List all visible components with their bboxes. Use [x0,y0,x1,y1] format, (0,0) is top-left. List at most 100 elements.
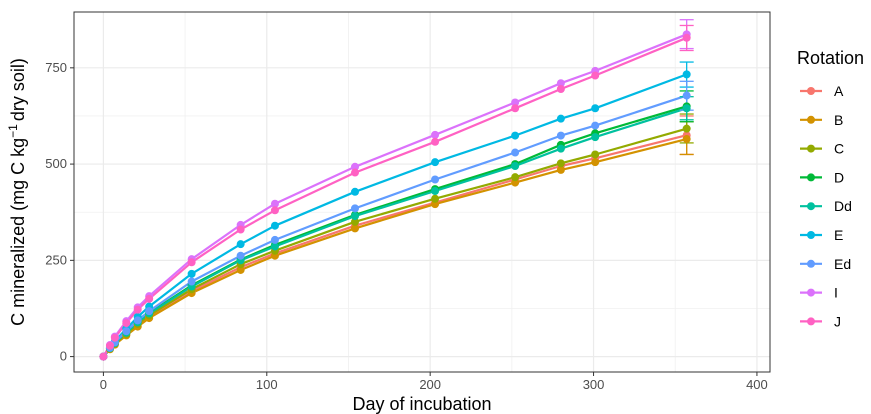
data-point-Ed [556,131,565,140]
legend-item-Dd: Dd [800,198,852,214]
legend-label: Dd [834,198,852,214]
legend-label: J [834,313,841,329]
data-point-J [682,33,691,42]
data-point-J [236,225,245,234]
x-tick-label: 300 [583,377,605,392]
data-point-J [431,137,440,146]
legend-title: Rotation [797,48,864,68]
legend-key-point [807,231,815,239]
data-point-Dd [556,144,565,153]
data-point-B [682,135,691,144]
data-point-Dd [270,242,279,251]
y-axis-title-sup: −1 [6,124,20,138]
legend-item-D: D [800,169,844,185]
data-point-E [591,104,600,113]
data-point-E [431,158,440,167]
grid-minor [74,12,770,372]
data-point-I [511,98,520,107]
data-point-J [105,341,114,350]
y-tick-label: 0 [60,349,67,364]
legend-label: C [834,141,844,157]
data-point-Dd [431,187,440,196]
axis-ticks [70,67,758,376]
data-point-C [351,217,360,226]
data-point-Dd [351,212,360,221]
y-axis-title: C mineralized (mg C kg−1 dry soil) [6,58,28,326]
legend-item-E: E [800,227,843,243]
data-point-Ed [270,235,279,244]
legend-key-point [807,202,815,211]
legend-item-A: A [800,83,844,99]
data-point-J [145,294,154,303]
data-point-Ed [682,91,691,100]
x-tick-label: 0 [100,377,107,392]
data-point-Ed [431,175,440,184]
data-point-J [187,258,196,267]
data-point-Dd [591,133,600,142]
legend-key-point [807,288,815,297]
data-point-J [270,206,279,215]
legend-label: Ed [834,256,851,272]
y-tick-label: 500 [45,156,67,171]
data-point-E [236,240,245,249]
legend-key-point [807,173,815,182]
data-point-B [351,224,360,233]
legend-key-point [807,87,815,95]
data-point-Ed [133,316,142,325]
data-point-C [431,194,440,203]
y-axis-title-end: dry soil) [8,58,28,121]
legend-item-C: C [800,141,844,157]
data-point-Ed [511,148,520,157]
data-point-J [351,168,360,177]
legend-key-point [807,317,815,326]
data-point-E [682,70,691,79]
x-tick-labels: 0 100 200 300 400 [100,377,768,392]
plot-border [73,11,771,373]
plot-panel [74,12,770,372]
data-point-Ed [236,251,245,260]
legend-label: B [834,112,843,128]
data-point-Ed [187,277,196,286]
data-point-I [270,199,279,208]
legend-item-J: J [800,313,841,329]
data-point-Ed [591,121,600,130]
data-point-E [270,221,279,230]
data-point-I [556,79,565,88]
data-point-C [511,173,520,182]
data-point-C [682,124,691,133]
x-tick-label: 400 [746,377,768,392]
y-tick-labels: 0 250 500 750 [45,60,67,364]
data-point-C [591,150,600,159]
legend-item-I: I [800,285,838,301]
legend-key-point [807,115,815,124]
series-points [99,30,691,361]
data-point-J [133,305,142,314]
data-point-Ed [122,327,131,336]
data-point-J [110,333,119,342]
data-point-E [511,131,520,140]
x-axis-title: Day of incubation [352,394,491,414]
legend-key-point [807,259,815,268]
data-point-E [351,187,360,196]
data-point-C [556,159,565,168]
legend-label: D [834,169,844,185]
legend-label: I [834,285,838,301]
data-point-Dd [682,104,691,113]
legend-item-Ed: Ed [800,256,851,272]
data-point-E [556,114,565,123]
y-axis-title-main: C mineralized (mg C kg [8,138,28,326]
data-point-J [99,352,108,361]
data-point-B [591,158,600,167]
legend-item-B: B [800,112,843,128]
data-point-J [591,71,600,80]
data-point-Ed [145,307,154,316]
data-point-Ed [351,204,360,213]
data-point-J [122,319,131,328]
legend-label: E [834,227,843,243]
data-point-E [187,269,196,278]
data-point-B [236,265,245,274]
y-tick-label: 250 [45,252,67,267]
legend-label: A [834,83,844,99]
